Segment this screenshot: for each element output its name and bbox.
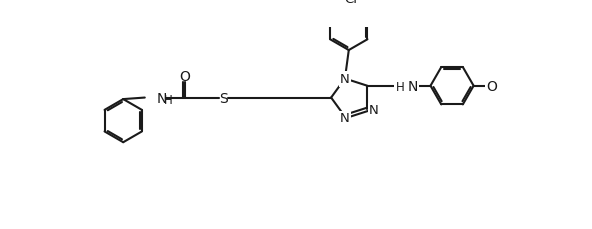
Text: N: N xyxy=(407,80,418,94)
Text: N: N xyxy=(156,92,167,106)
Text: H: H xyxy=(164,94,173,107)
Text: N: N xyxy=(369,104,379,117)
Text: N: N xyxy=(340,73,350,86)
Text: N: N xyxy=(340,112,350,125)
Text: H: H xyxy=(395,81,404,94)
Text: O: O xyxy=(487,80,498,94)
Text: Cl: Cl xyxy=(344,0,357,6)
Text: O: O xyxy=(179,71,190,85)
Text: S: S xyxy=(219,92,228,106)
